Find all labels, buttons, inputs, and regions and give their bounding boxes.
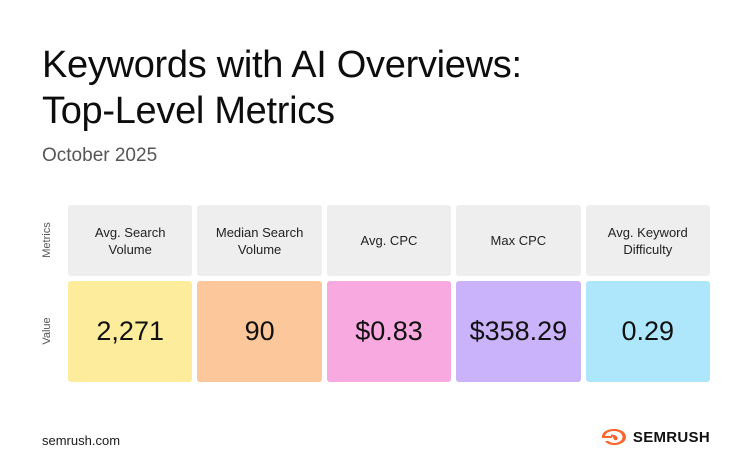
metric-value-avg-search-volume: 2,271 xyxy=(68,281,193,382)
title-line-2: Top-Level Metrics xyxy=(42,90,335,132)
footer-url: semrush.com xyxy=(42,433,121,448)
metric-value-avg-keyword-difficulty: 0.29 xyxy=(585,281,710,382)
metric-value-max-cpc: $358.29 xyxy=(456,281,581,382)
metrics-header-row: Avg. Search Volume Median Search Volume … xyxy=(68,205,710,276)
semrush-flame-icon xyxy=(601,429,626,445)
metric-value-avg-cpc: $0.83 xyxy=(326,281,452,382)
metric-header-avg-search-volume: Avg. Search Volume xyxy=(68,205,193,276)
metric-header-median-search-volume: Median Search Volume xyxy=(197,205,322,276)
metric-value-median-search-volume: 90 xyxy=(197,281,322,382)
metric-header-avg-keyword-difficulty: Avg. Keyword Difficulty xyxy=(585,205,710,276)
row-label-metrics: Metrics xyxy=(41,222,53,258)
page-title: Keywords with AI Overviews: Top-Level Me… xyxy=(42,42,522,134)
semrush-logo: SEMRUSH xyxy=(600,428,710,446)
metrics-value-row: 2,271 90 $0.83 $358.29 0.29 xyxy=(68,281,710,382)
date-subtitle: October 2025 xyxy=(42,145,158,166)
metric-header-avg-cpc: Avg. CPC xyxy=(326,205,452,276)
metric-header-max-cpc: Max CPC xyxy=(456,205,581,276)
metrics-table: Avg. Search Volume Median Search Volume … xyxy=(68,205,710,382)
title-line-1: Keywords with AI Overviews: xyxy=(42,44,522,86)
row-label-value: Value xyxy=(41,317,53,345)
brand-name: SEMRUSH xyxy=(632,428,710,446)
